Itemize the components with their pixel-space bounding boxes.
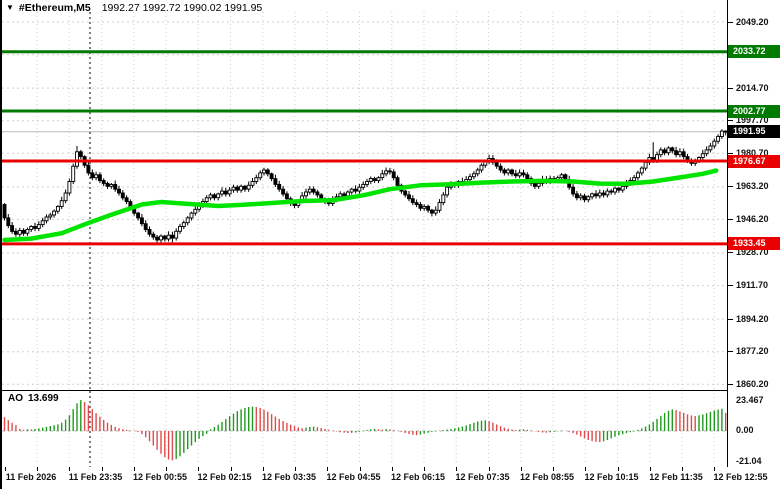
time-tick-mark [230,467,232,471]
time-tick-mark [4,467,6,471]
time-tick-mark [262,467,264,471]
chart-title-bar: ▼ #Ethereum,M5 1992.27 1992.72 1990.02 1… [6,1,262,15]
price-tick-label: 1928.70 [736,247,769,258]
price-level-badge: 1933.45 [728,237,780,251]
price-tick-label: 1946.20 [736,213,769,224]
price-tick-label: 1911.70 [736,280,769,291]
time-axis-label: 12 Feb 00:55 [132,472,188,482]
ohlc-values: 1992.27 1992.72 1990.02 1991.95 [101,2,263,14]
time-axis-label: 11 Feb 23:35 [68,472,123,482]
price-tick-mark [728,252,733,254]
time-tick-mark [456,467,458,471]
price-tick-label: 1997.70 [736,115,769,126]
time-tick-mark [101,467,103,471]
price-tick-mark [728,351,733,353]
price-tick-mark [728,383,733,385]
price-chart-canvas[interactable] [2,0,729,391]
time-axis-label: 12 Feb 12:55 [713,472,768,482]
time-tick-mark [198,467,200,471]
time-tick-mark [520,467,522,471]
time-tick-mark [424,467,425,471]
time-axis-label: 12 Feb 08:55 [519,472,575,482]
ao-indicator-canvas[interactable] [2,391,729,467]
price-tick-label: 2049.20 [736,16,769,27]
time-tick-mark [295,467,296,471]
symbol-timeframe-label: #Ethereum,M5 [18,2,91,14]
time-tick-mark [359,467,361,471]
price-tick-mark [728,152,733,154]
price-tick-label: 1860.20 [736,378,769,389]
price-tick-mark [728,285,733,287]
price-tick-mark [728,218,733,220]
price-level-badge: 2002.77 [728,104,780,118]
price-tick-label: 2014.70 [736,82,769,93]
indicator-panel-separator[interactable] [2,390,781,391]
time-tick-mark [327,467,329,471]
ao-value: 13.699 [28,393,59,404]
time-axis-label: 12 Feb 03:35 [261,472,317,482]
time-tick-mark [649,467,651,471]
time-tick-mark [166,467,167,471]
price-tick-label: 1894.20 [736,313,769,324]
time-axis-label: 12 Feb 06:15 [390,472,446,482]
time-tick-mark [133,467,135,471]
time-axis-label: 12 Feb 10:15 [584,472,639,482]
price-axis-line [727,0,728,467]
price-tick-mark [728,318,733,320]
time-tick-mark [682,467,683,471]
time-axis-label: 12 Feb 11:35 [649,472,703,482]
time-axis[interactable]: 11 Feb 2026 11 Feb 23:35 12 Feb 00:55 12 Fe… [2,467,781,489]
price-tick-mark [728,87,733,89]
time-tick-mark [553,467,554,471]
ao-axis-label: -21.04 [736,455,762,466]
time-tick-mark [488,467,490,471]
time-tick-mark [585,467,587,471]
price-level-badge: 1991.95 [728,125,780,139]
price-tick-mark [728,186,733,188]
time-axis-label: 12 Feb 07:35 [455,472,510,482]
price-axis[interactable]: 2049.202032.202014.701997.701980.701963.… [727,0,781,489]
time-tick-mark [37,467,38,471]
time-tick-mark [617,467,619,471]
ao-axis-label: 23.467 [736,394,764,405]
time-tick-mark [69,467,71,471]
time-axis-label: 12 Feb 04:55 [326,472,381,482]
price-tick-mark [728,21,733,23]
time-tick-mark [714,467,716,471]
symbol-dropdown-icon[interactable]: ▼ [6,3,14,12]
price-tick-label: 1963.20 [736,181,769,192]
ao-name: AO [8,393,23,404]
time-axis-label: 11 Feb 2026 [5,472,57,482]
price-level-badge: 2033.72 [728,45,780,59]
time-axis-label: 12 Feb 02:15 [197,472,252,482]
ao-indicator-label: AO 13.699 [8,393,59,404]
ao-axis-label: 0.00 [736,424,754,435]
price-tick-mark [728,120,733,122]
price-tick-label: 1877.20 [736,346,769,357]
price-level-badge: 1976.67 [728,154,780,168]
time-tick-mark [391,467,393,471]
price-tick-label: 1980.70 [736,147,769,158]
